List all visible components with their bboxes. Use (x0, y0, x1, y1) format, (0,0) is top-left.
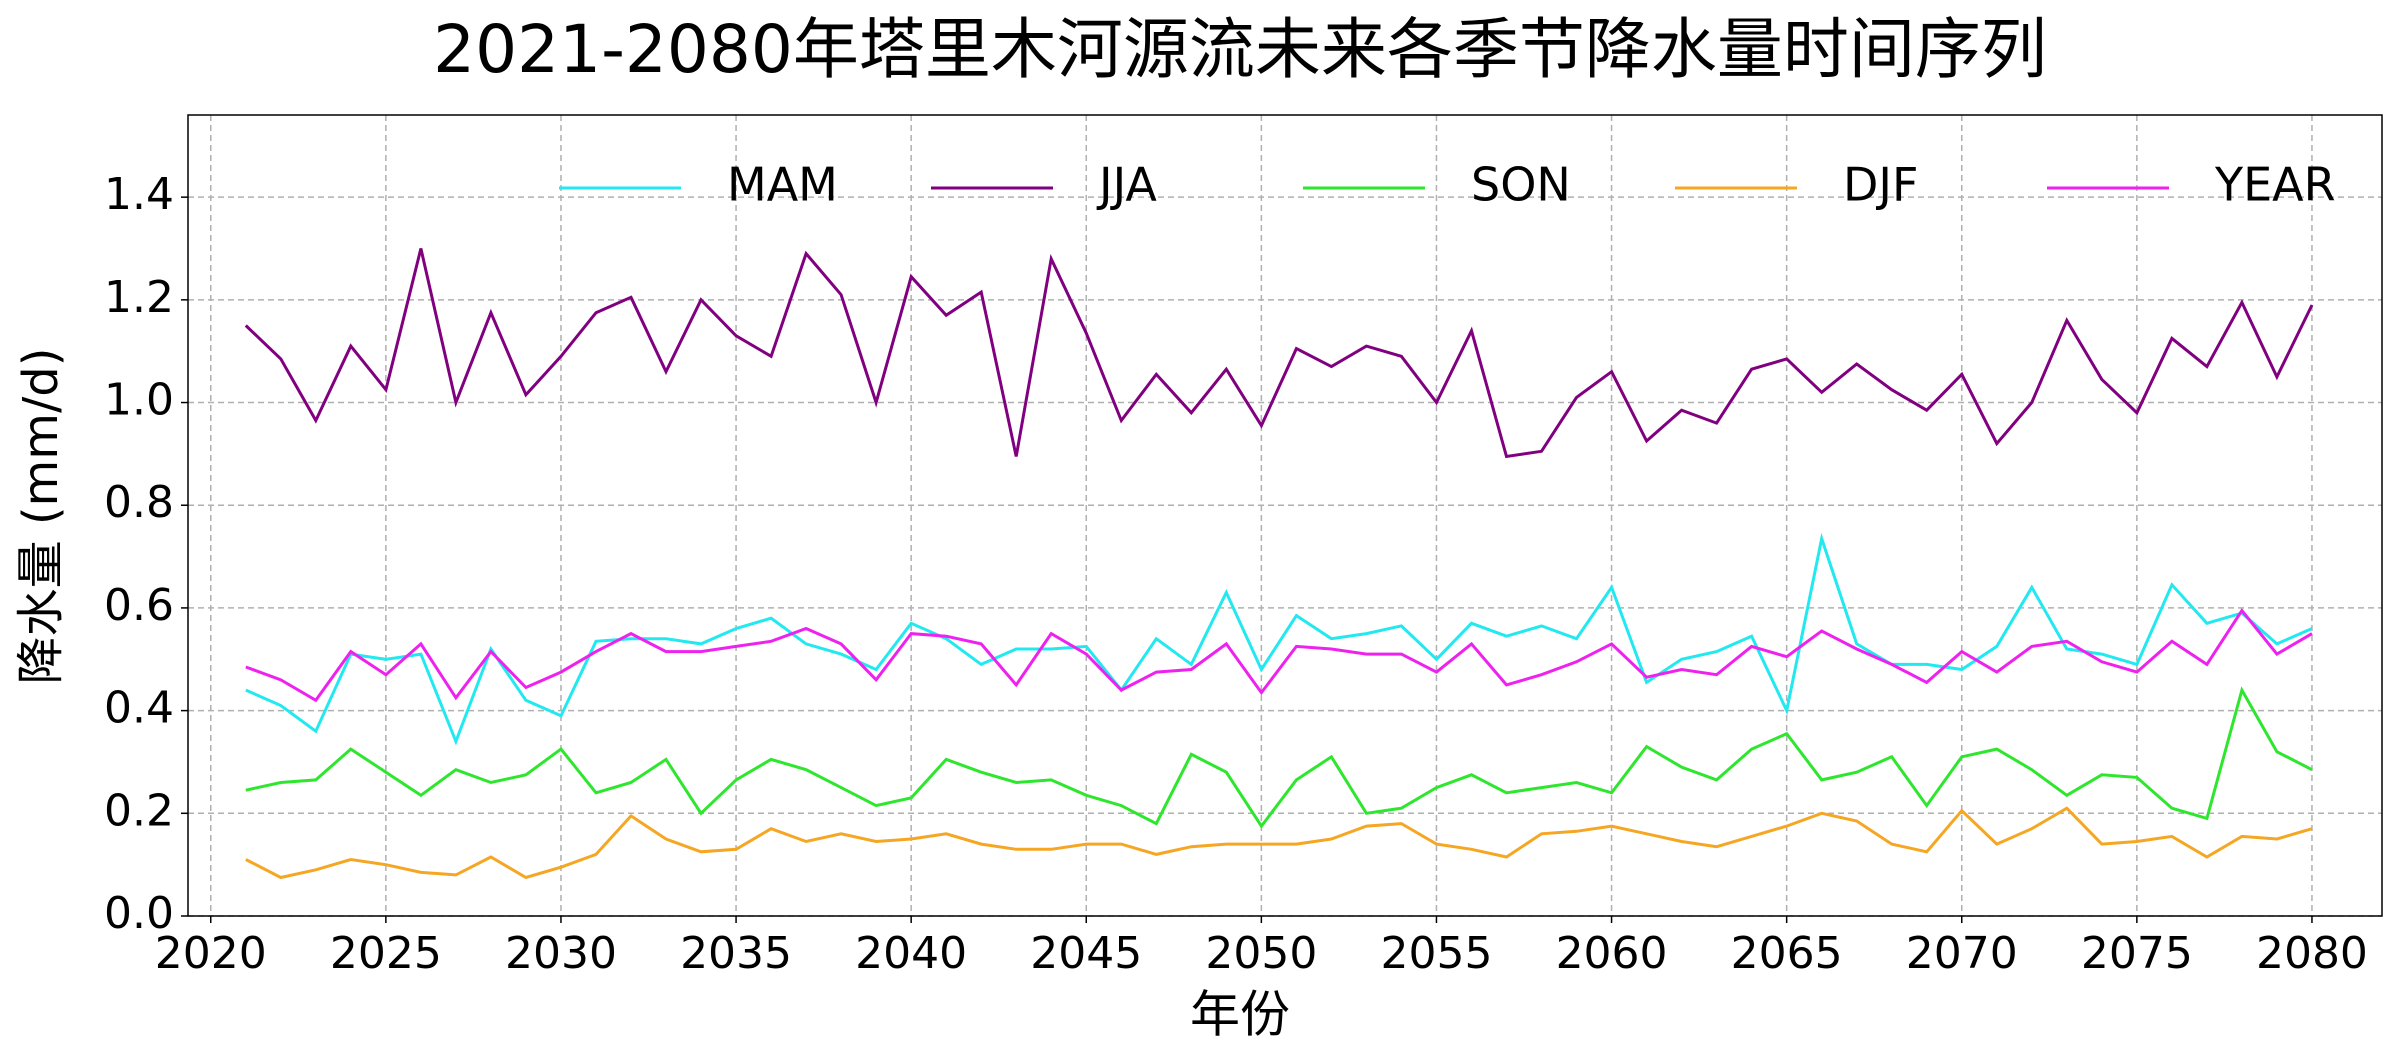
x-tick-label: 2060 (1556, 928, 1668, 979)
data-line (245, 686, 2313, 829)
y-tick-label: 0.8 (104, 477, 174, 528)
legend-label: MAM (727, 158, 838, 212)
data-line (245, 806, 2313, 880)
legend-label: JJA (1096, 158, 1157, 212)
y-axis-label: 降水量 (mm/d) (13, 348, 69, 685)
x-tick-label: 2025 (330, 928, 442, 979)
x-tick-label: 2045 (1030, 928, 1142, 979)
x-tick-label: 2065 (1731, 928, 1843, 979)
data-line (245, 607, 2313, 703)
x-tick-label: 2050 (1205, 928, 1317, 979)
x-tick-label: 2030 (505, 928, 617, 979)
x-tick-label: 2075 (2081, 928, 2193, 979)
y-tick-label: 0.4 (104, 683, 174, 734)
x-tick-label: 2040 (855, 928, 967, 979)
legend-label: YEAR (2214, 158, 2336, 212)
x-tick-label: 2055 (1380, 928, 1492, 979)
x-tick-label: 2070 (1906, 928, 2018, 979)
y-tick-label: 0.6 (104, 580, 174, 631)
plot-frame (187, 114, 2383, 917)
y-tick-label: 1.0 (104, 375, 174, 426)
x-axis-label: 年份 (1190, 986, 1290, 1044)
y-tick-label: 0.2 (104, 785, 174, 836)
chart-title: 2021-2080年塔里木河源流未来各季节降水量时间序列 (433, 11, 2047, 88)
x-tick-label: 2020 (155, 928, 267, 979)
x-tick-label: 2080 (2256, 928, 2368, 979)
x-tick-label: 2035 (680, 928, 792, 979)
y-tick-label: 1.2 (104, 272, 174, 323)
y-tick-label: 0.0 (104, 888, 174, 939)
legend-label: SON (1471, 158, 1571, 212)
legend-label: DJF (1843, 158, 1918, 212)
y-tick-label: 1.4 (104, 169, 174, 220)
data-line (244, 248, 2314, 459)
